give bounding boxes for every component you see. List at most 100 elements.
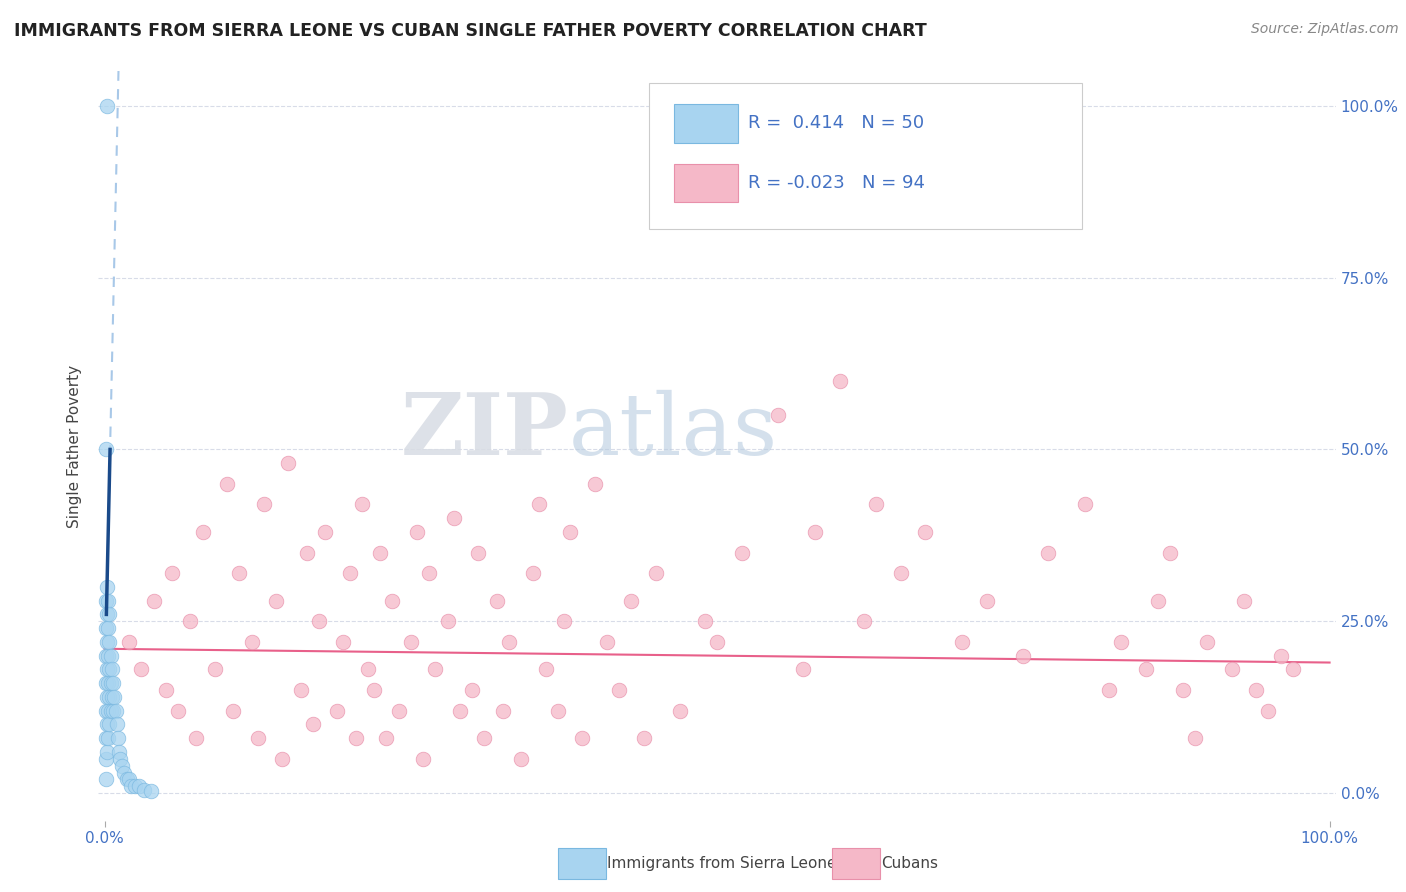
Point (98, 662, 121, 676)
Point (1171, 683, 1194, 698)
Point (1244, 683, 1267, 698)
Point (368, 545, 391, 559)
Point (97, 593, 120, 607)
Point (425, 662, 447, 676)
Point (97, 704, 120, 718)
Point (914, 524, 936, 539)
Point (94, 442, 117, 457)
Point (332, 635, 354, 649)
Point (167, 704, 190, 718)
Point (804, 524, 827, 539)
Point (644, 566, 666, 581)
Point (96, 717, 118, 731)
Point (522, 566, 544, 581)
Point (215, 476, 238, 491)
Point (101, 676, 124, 690)
Point (110, 752, 132, 766)
Point (853, 615, 876, 629)
Point (124, 779, 146, 793)
Text: R = -0.023   N = 94: R = -0.023 N = 94 (748, 174, 925, 192)
Point (94, 752, 117, 766)
Point (950, 635, 973, 649)
Point (101, 662, 124, 676)
Point (112, 765, 135, 780)
Point (118, 635, 141, 649)
Point (97, 621, 120, 635)
Point (191, 524, 214, 539)
Point (436, 615, 458, 629)
Point (290, 683, 312, 698)
Point (607, 683, 630, 698)
Point (253, 498, 276, 512)
Point (121, 779, 143, 793)
Point (326, 704, 349, 718)
Point (277, 456, 299, 470)
Point (98, 717, 121, 731)
Point (620, 593, 643, 607)
Point (529, 498, 551, 512)
Point (1282, 662, 1305, 676)
Point (792, 662, 814, 676)
Point (100, 676, 122, 690)
Point (100, 648, 122, 663)
Point (443, 511, 465, 525)
Point (222, 704, 245, 718)
Point (472, 731, 495, 746)
Point (160, 566, 183, 581)
Point (104, 704, 127, 718)
Text: ZIP: ZIP (401, 389, 568, 473)
Point (730, 545, 752, 559)
Point (118, 772, 141, 787)
Point (449, 704, 471, 718)
Point (96, 607, 118, 622)
Point (108, 745, 131, 759)
Text: IMMIGRANTS FROM SIERRA LEONE VS CUBAN SINGLE FATHER POVERTY CORRELATION CHART: IMMIGRANTS FROM SIERRA LEONE VS CUBAN SI… (14, 22, 927, 40)
Point (350, 498, 373, 512)
Point (339, 566, 361, 581)
Point (467, 545, 489, 559)
Point (363, 683, 385, 698)
Point (534, 662, 557, 676)
Point (295, 545, 318, 559)
Point (94, 704, 117, 718)
Point (204, 662, 226, 676)
Point (97, 676, 120, 690)
Point (308, 615, 330, 629)
Point (583, 476, 606, 491)
Point (387, 704, 409, 718)
Point (96, 580, 118, 594)
Point (94, 648, 117, 663)
Point (98, 690, 121, 704)
Text: Source: ZipAtlas.com: Source: ZipAtlas.com (1251, 22, 1399, 37)
Point (98, 635, 121, 649)
Point (553, 615, 575, 629)
Point (111, 758, 134, 772)
Point (406, 524, 429, 539)
Point (94, 731, 117, 746)
Point (1111, 635, 1133, 649)
Point (94, 621, 117, 635)
Point (271, 752, 294, 766)
Point (1220, 662, 1243, 676)
Point (865, 498, 887, 512)
Point (768, 408, 790, 422)
Point (228, 566, 250, 581)
Point (1147, 593, 1170, 607)
Point (179, 615, 201, 629)
Point (107, 731, 129, 746)
Point (1197, 635, 1219, 649)
Point (344, 731, 367, 746)
Point (693, 615, 716, 629)
Point (1270, 648, 1292, 663)
Point (264, 593, 287, 607)
FancyBboxPatch shape (673, 103, 738, 143)
Point (96, 745, 118, 759)
Y-axis label: Single Father Poverty: Single Father Poverty (67, 365, 83, 527)
Point (100, 704, 122, 718)
Text: Immigrants from Sierra Leone: Immigrants from Sierra Leone (607, 856, 837, 871)
Point (94, 772, 117, 787)
Point (1233, 593, 1256, 607)
Text: R =  0.414   N = 50: R = 0.414 N = 50 (748, 114, 924, 132)
Point (1184, 731, 1206, 746)
Point (596, 635, 619, 649)
